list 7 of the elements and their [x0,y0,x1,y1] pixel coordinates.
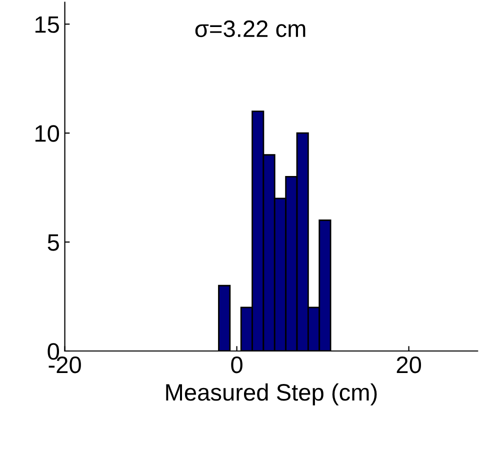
x-tick-label: 20 [396,356,422,374]
annotation: σ=3.22 cm [195,20,306,38]
x-tick-label: 0 [231,356,242,374]
y-tick-label: 10 [35,125,60,142]
y-tick-label: 5 [48,234,59,251]
y-tick-label: 15 [35,16,59,33]
x-axis-title: Measured Step (cm) [166,383,377,406]
